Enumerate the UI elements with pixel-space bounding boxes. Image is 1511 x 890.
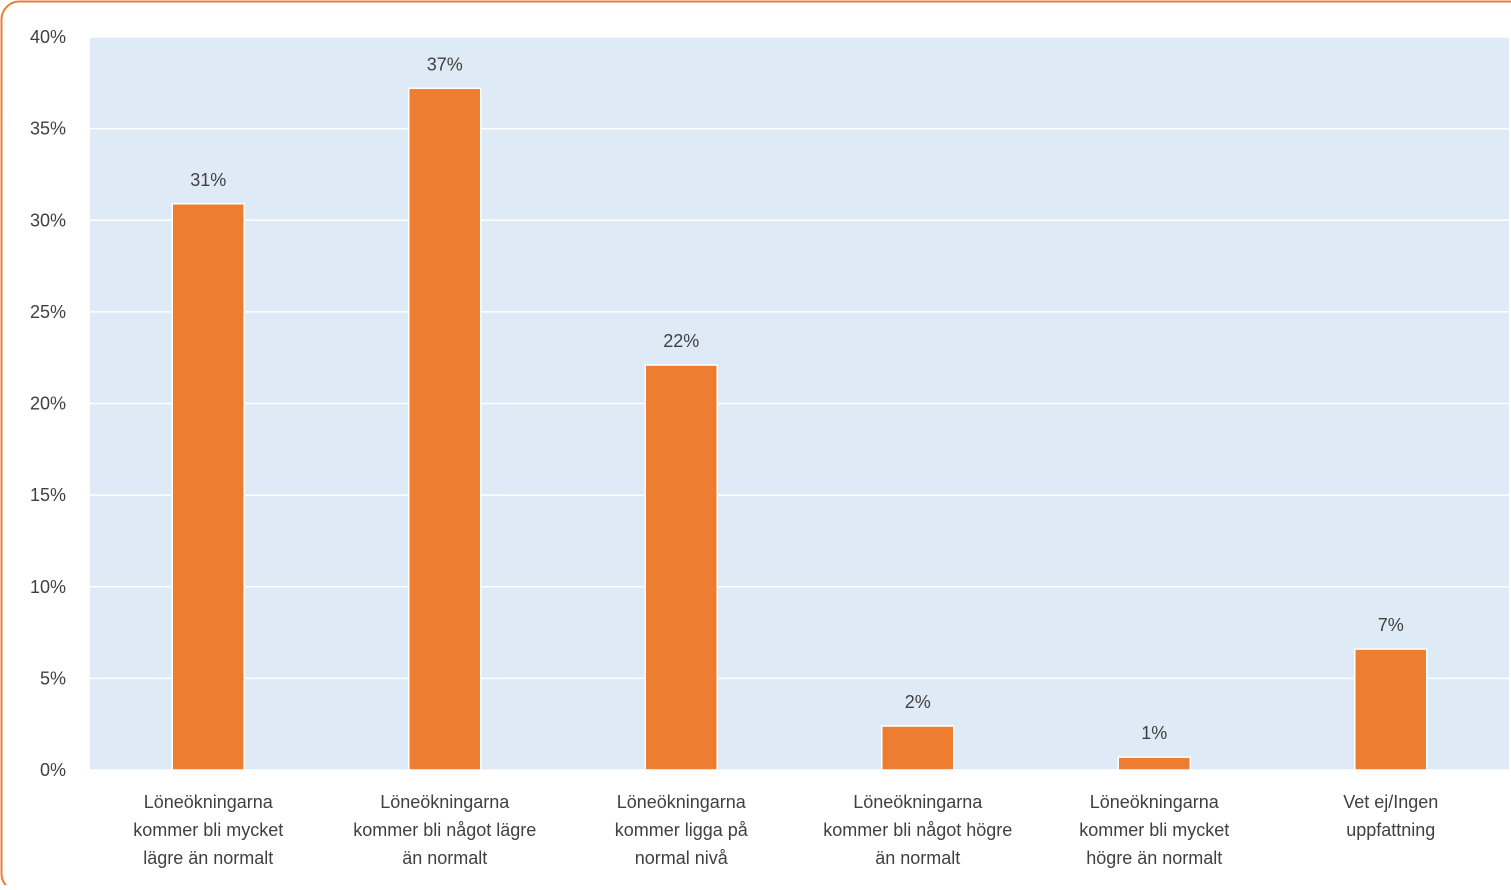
- category-label-line: lägre än normalt: [143, 848, 273, 868]
- category-label-line: kommer bli något högre: [823, 820, 1012, 840]
- bar-3: [645, 365, 717, 770]
- y-tick-label: 25%: [30, 302, 66, 322]
- category-label-line: kommer bli mycket: [133, 820, 283, 840]
- category-label-line: kommer ligga på: [615, 820, 749, 840]
- category-label-line: uppfattning: [1346, 820, 1435, 840]
- category-label-line: Löneökningarna: [380, 792, 510, 812]
- y-tick-label: 5%: [40, 668, 66, 688]
- data-label-2: 37%: [427, 54, 463, 74]
- category-label-line: Löneökningarna: [144, 792, 274, 812]
- category-label-line: högre än normalt: [1086, 848, 1222, 868]
- category-label-line: Löneökningarna: [853, 792, 983, 812]
- category-label-line: normal nivå: [635, 848, 729, 868]
- bar-1: [172, 204, 244, 770]
- data-label-3: 22%: [663, 331, 699, 351]
- data-label-1: 31%: [190, 170, 226, 190]
- bar-4: [882, 726, 954, 770]
- bar-6: [1355, 649, 1427, 770]
- category-label-line: kommer bli något lägre: [353, 820, 536, 840]
- y-tick-label: 35%: [30, 119, 66, 139]
- category-label-line: än normalt: [875, 848, 960, 868]
- y-tick-label: 20%: [30, 394, 66, 414]
- y-tick-label: 40%: [30, 27, 66, 47]
- data-label-4: 2%: [905, 692, 931, 712]
- y-tick-label: 0%: [40, 760, 66, 780]
- category-label-line: än normalt: [402, 848, 487, 868]
- category-label-line: Löneökningarna: [617, 792, 747, 812]
- category-label-1: Löneökningarna kommer bli mycket lägre än …: [133, 792, 283, 868]
- category-label-5: Löneökningarna kommer bli mycket högre än …: [1079, 792, 1229, 868]
- data-label-5: 1%: [1141, 723, 1167, 743]
- data-label-6: 7%: [1378, 615, 1404, 635]
- category-label-line: Löneökningarna: [1090, 792, 1220, 812]
- category-label-line: Vet ej/Ingen: [1343, 792, 1438, 812]
- y-tick-label: 30%: [30, 210, 66, 230]
- bar-2: [409, 88, 481, 770]
- y-tick-label: 15%: [30, 485, 66, 505]
- y-tick-label: 10%: [30, 577, 66, 597]
- bar-5: [1118, 757, 1190, 770]
- category-label-line: kommer bli mycket: [1079, 820, 1229, 840]
